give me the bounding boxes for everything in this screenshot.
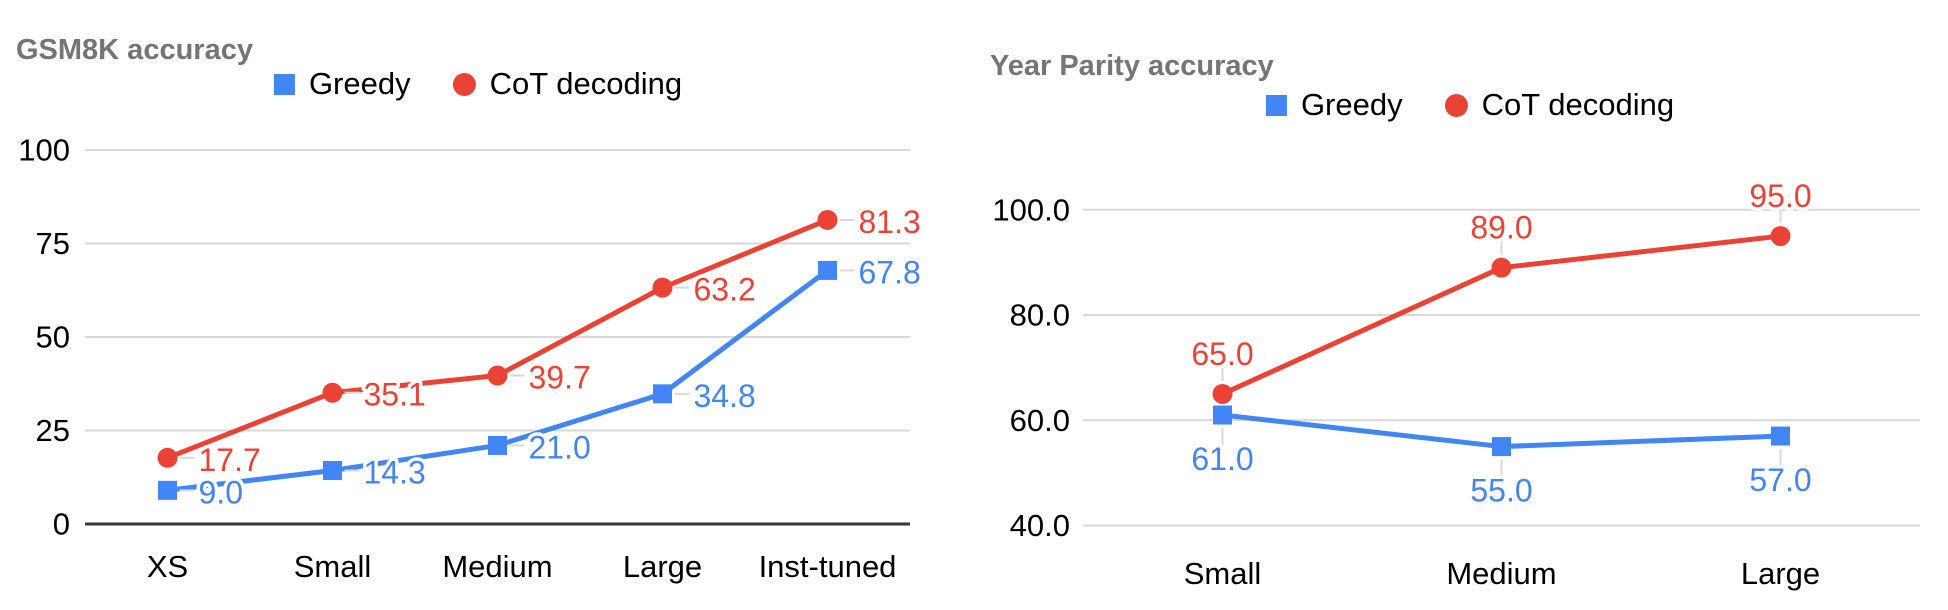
y-tick-label: 75: [36, 226, 70, 261]
chart-title-year-parity: Year Parity accuracy: [990, 50, 1274, 83]
data-point-label: 65.0: [1191, 336, 1253, 372]
data-point-label: 63.2: [694, 272, 756, 308]
x-category-label: Medium: [442, 549, 552, 584]
legend-year-parity: Greedy CoT decoding: [1265, 87, 1675, 123]
legend-square-icon: [273, 73, 295, 95]
y-tick-label: 25: [36, 413, 70, 448]
data-point-square: [1213, 405, 1232, 425]
data-point-label: 81.3: [859, 204, 921, 240]
series-line-cot-decoding: [165, 217, 830, 461]
data-point-label: 34.8: [694, 378, 756, 414]
data-point-label: 39.7: [529, 360, 591, 396]
data-point-circle: [487, 365, 508, 386]
data-point-square: [158, 480, 177, 500]
legend-item-cot-decoding: CoT decoding: [1444, 87, 1675, 123]
legend-circle-icon: [1444, 93, 1468, 117]
data-point-circle: [1212, 383, 1233, 404]
legend-gsm8k: Greedy CoT decoding: [273, 66, 683, 102]
y-tick-label: 100.0: [992, 192, 1070, 227]
data-point-square: [488, 435, 507, 455]
data-point-square: [1492, 437, 1511, 457]
chart-title-gsm8k: GSM8K accuracy: [16, 34, 253, 67]
data-point-circle: [322, 382, 343, 403]
y-tick-label: 50: [36, 320, 70, 355]
legend-square-icon: [1265, 94, 1287, 116]
data-point-label: 21.0: [529, 429, 591, 465]
data-point-circle: [817, 209, 838, 230]
data-point-label: 95.0: [1749, 178, 1811, 214]
legend-label-cot-decoding: CoT decoding: [489, 66, 683, 101]
data-point-label: 89.0: [1470, 210, 1532, 246]
y-tick-label: 100: [18, 133, 70, 168]
x-category-label: Small: [294, 549, 372, 584]
y-tick-label: 80.0: [1010, 298, 1070, 333]
legend-item-greedy: Greedy: [1265, 87, 1403, 123]
data-point-square: [1771, 426, 1790, 446]
x-category-label: Large: [623, 549, 702, 584]
data-point-circle: [1770, 226, 1791, 247]
y-tick-label: 60.0: [1010, 403, 1070, 438]
data-point-square: [653, 384, 672, 404]
x-category-label: Large: [1741, 556, 1820, 591]
data-point-label: 55.0: [1470, 473, 1532, 509]
data-point-label: 61.0: [1191, 441, 1253, 477]
legend-item-greedy: Greedy: [273, 66, 411, 102]
legend-label-greedy: Greedy: [308, 66, 411, 101]
data-point-square: [818, 260, 837, 280]
data-point-label: 9.0: [199, 474, 243, 510]
legend-label-greedy: Greedy: [1300, 87, 1403, 122]
y-tick-label: 40.0: [1010, 508, 1070, 543]
data-point-circle: [1491, 257, 1512, 278]
y-tick-label: 0: [53, 507, 70, 542]
data-point-circle: [157, 447, 178, 468]
data-point-label: 17.7: [199, 442, 261, 478]
data-point-label: 67.8: [859, 254, 921, 290]
x-category-label: Medium: [1446, 556, 1556, 591]
legend-item-cot-decoding: CoT decoding: [452, 66, 683, 102]
data-point-label: 57.0: [1749, 462, 1811, 498]
legend-label-cot-decoding: CoT decoding: [1481, 87, 1675, 122]
data-point-square: [323, 461, 342, 481]
x-category-label: XS: [147, 549, 188, 584]
data-point-label: 35.1: [364, 377, 426, 413]
data-point-label: 14.3: [364, 455, 426, 491]
legend-circle-icon: [452, 72, 476, 96]
x-category-label: Inst-tuned: [759, 549, 897, 584]
data-point-circle: [652, 277, 673, 298]
x-category-label: Small: [1184, 556, 1262, 591]
